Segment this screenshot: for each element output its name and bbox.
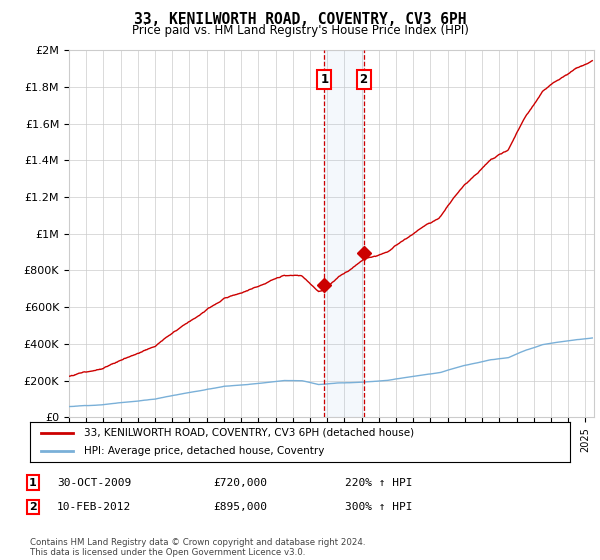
Text: 220% ↑ HPI: 220% ↑ HPI (345, 478, 413, 488)
Text: 1: 1 (29, 478, 37, 488)
Text: 33, KENILWORTH ROAD, COVENTRY, CV3 6PH (detached house): 33, KENILWORTH ROAD, COVENTRY, CV3 6PH (… (84, 428, 414, 438)
Text: 1: 1 (320, 73, 328, 86)
Text: Price paid vs. HM Land Registry's House Price Index (HPI): Price paid vs. HM Land Registry's House … (131, 24, 469, 36)
Text: 30-OCT-2009: 30-OCT-2009 (57, 478, 131, 488)
Text: £720,000: £720,000 (213, 478, 267, 488)
Text: 33, KENILWORTH ROAD, COVENTRY, CV3 6PH: 33, KENILWORTH ROAD, COVENTRY, CV3 6PH (134, 12, 466, 27)
Text: 10-FEB-2012: 10-FEB-2012 (57, 502, 131, 512)
Text: 2: 2 (29, 502, 37, 512)
Text: £895,000: £895,000 (213, 502, 267, 512)
Text: Contains HM Land Registry data © Crown copyright and database right 2024.
This d: Contains HM Land Registry data © Crown c… (30, 538, 365, 557)
Text: 2: 2 (359, 73, 368, 86)
Text: 300% ↑ HPI: 300% ↑ HPI (345, 502, 413, 512)
Bar (324, 50, 364, 417)
Text: HPI: Average price, detached house, Coventry: HPI: Average price, detached house, Cove… (84, 446, 325, 456)
